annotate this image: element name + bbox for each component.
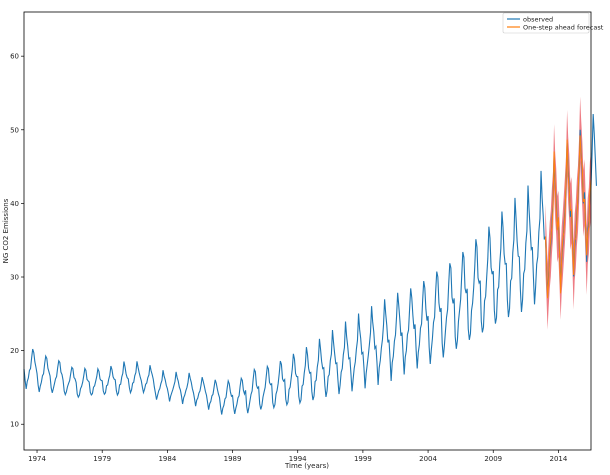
y-tick-label: 50: [10, 126, 19, 134]
x-tick-label: 1984: [158, 455, 176, 463]
x-tick-label: 2004: [419, 455, 437, 463]
legend: observed One-step ahead forecast: [502, 12, 604, 34]
x-axis-ticks: 1974 1979 1984 1989 1994 1999 2004 2009 2014: [28, 450, 568, 463]
y-tick-label: 20: [10, 347, 19, 355]
plot-background: [24, 12, 591, 450]
y-tick-label: 30: [10, 274, 19, 282]
series-layer: [23, 114, 597, 415]
x-tick-label: 1999: [354, 455, 372, 463]
y-tick-label: 40: [10, 200, 19, 208]
x-tick-label: 1974: [28, 455, 46, 463]
y-axis-ticks: 10 20 30 40 50 60: [10, 53, 24, 429]
x-tick-label: 2009: [484, 455, 502, 463]
legend-label-observed: observed: [523, 16, 553, 24]
y-axis-label: NG CO2 Emissions: [2, 198, 10, 263]
x-tick-label: 1979: [93, 455, 111, 463]
legend-label-forecast: One-step ahead forecast: [523, 24, 604, 32]
y-tick-label: 60: [10, 53, 19, 61]
y-tick-label: 10: [10, 421, 19, 429]
x-tick-label: 1994: [289, 455, 307, 463]
series-line-observed: [23, 114, 597, 415]
legend-frame: [502, 12, 590, 34]
series-line-forecast: [544, 135, 592, 299]
x-axis-label: Time (years): [284, 462, 329, 470]
plot-frame: [23, 11, 592, 451]
x-tick-label: 1989: [224, 455, 242, 463]
x-tick-label: 2014: [549, 455, 567, 463]
